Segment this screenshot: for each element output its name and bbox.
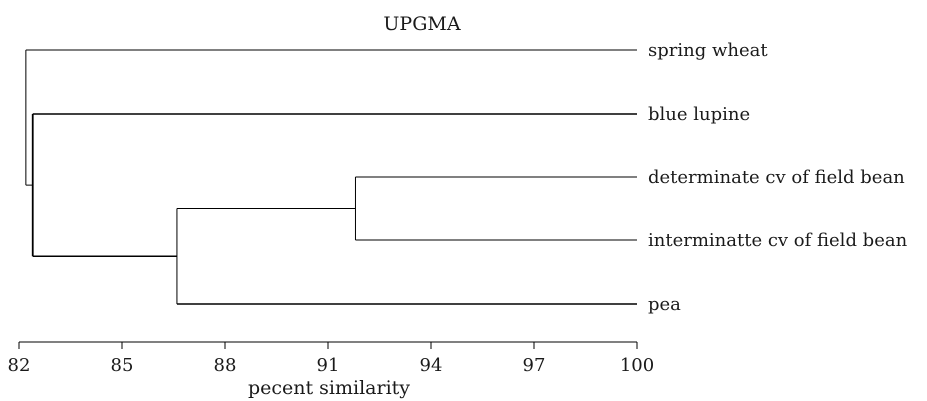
x-tick-label: 97 [523, 355, 546, 376]
x-tick-label: 94 [420, 355, 443, 376]
leaf-labels: spring wheat blue lupine determinate cv of… [648, 40, 908, 315]
x-tick-label: 88 [214, 355, 237, 376]
x-axis: 82 85 88 91 94 97 100 [8, 341, 654, 376]
x-tick-label: 91 [317, 355, 340, 376]
x-ticks: 82 85 88 91 94 97 100 [8, 342, 654, 376]
x-tick-label: 82 [8, 355, 31, 376]
leaf-label: interminatte cv of field bean [648, 230, 908, 251]
dendrogram-branches [25, 49, 637, 305]
leaf-label: pea [648, 294, 681, 315]
x-tick-label: 85 [111, 355, 134, 376]
leaf-label: blue lupine [648, 104, 750, 125]
leaf-label: determinate cv of field bean [648, 167, 905, 188]
x-axis-label: pecent similarity [248, 377, 410, 399]
chart-title: UPGMA [383, 13, 460, 35]
x-tick-label: 100 [620, 355, 654, 376]
leaf-label: spring wheat [648, 40, 768, 61]
